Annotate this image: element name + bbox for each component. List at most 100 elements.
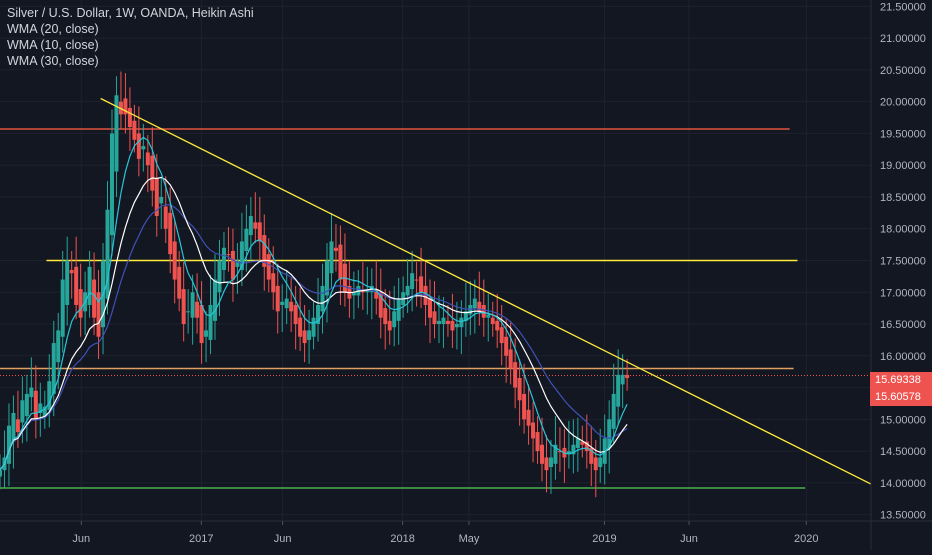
candle-body: [607, 419, 612, 448]
candle-body: [445, 320, 450, 325]
price-axis[interactable]: 21.50000 21.00000 20.50000 20.00000 19.50000…: [880, 1, 926, 521]
candle-body: [266, 254, 271, 280]
candle-body: [522, 393, 527, 420]
candle-body: [213, 279, 218, 321]
candle-body: [163, 206, 168, 229]
candle-body: [24, 393, 29, 417]
candle-body: [351, 292, 356, 296]
time-tick-label: May: [459, 533, 480, 545]
candle-body: [374, 289, 379, 299]
candle-body: [15, 419, 20, 433]
time-tick-label: 2018: [390, 533, 414, 545]
candle-body: [235, 260, 240, 267]
candle-body: [463, 311, 468, 321]
candle-body: [257, 222, 262, 242]
candle-body: [154, 177, 159, 217]
candle-body: [320, 285, 325, 312]
candle-body: [244, 228, 249, 251]
candle-body: [557, 451, 562, 453]
symbol-title[interactable]: Silver / U.S. Dollar, 1W, OANDA, Heikin …: [7, 6, 254, 20]
horizontal-levels: [0, 128, 871, 489]
time-tick-label: Jun: [274, 533, 292, 545]
candle-body: [392, 311, 397, 328]
candle-body: [575, 438, 580, 448]
wma20-line[interactable]: [0, 176, 628, 471]
candle-body: [540, 444, 545, 464]
candle-body: [78, 289, 83, 318]
candle-body: [611, 393, 616, 429]
time-tick-label: 2017: [189, 533, 213, 545]
candle-body: [221, 247, 226, 271]
candle-body: [150, 155, 155, 191]
candle-body: [553, 444, 558, 464]
price-tick-label: 15.00000: [880, 414, 926, 426]
candle-body: [109, 133, 114, 236]
candle-body: [20, 400, 25, 423]
candle-body: [253, 222, 258, 229]
candle-body: [571, 444, 576, 455]
candle-body: [620, 374, 625, 385]
candle-body: [69, 270, 74, 274]
candle-body: [172, 241, 177, 280]
candle-body: [544, 457, 549, 471]
candle-body: [329, 241, 334, 274]
wma30-legend[interactable]: WMA (30, close): [7, 54, 99, 68]
candle-body: [625, 374, 630, 379]
wma10-line[interactable]: [0, 136, 628, 471]
time-tick-label: Jun: [72, 533, 90, 545]
candle-body: [311, 317, 316, 337]
price-tick-label: 14.50000: [880, 446, 926, 458]
candle-body: [280, 301, 285, 305]
candle-body: [316, 304, 321, 325]
candle-body: [481, 304, 486, 318]
candle-body: [284, 298, 289, 309]
price-tick-label: 14.00000: [880, 478, 926, 490]
candle-body: [580, 441, 585, 445]
candle-body: [168, 212, 173, 255]
wma20-legend[interactable]: WMA (20, close): [7, 22, 99, 36]
candle-body: [584, 441, 589, 452]
candle-body: [114, 95, 119, 172]
candle-body: [38, 403, 43, 413]
price-tick-label: 17.00000: [880, 287, 926, 299]
candle-body: [414, 279, 419, 281]
candle-body: [199, 304, 204, 344]
candle-body: [74, 266, 79, 305]
price-tick-label: 13.50000: [880, 510, 926, 522]
candle-body: [6, 425, 11, 464]
candle-body: [181, 289, 186, 325]
price-tick-label: 19.00000: [880, 160, 926, 172]
wma30-line[interactable]: [0, 203, 628, 471]
candle-body: [11, 412, 16, 442]
candle-body: [419, 276, 424, 293]
candle-body: [204, 330, 209, 337]
candle-body: [405, 285, 410, 296]
time-axis[interactable]: Jun 2017 Jun 2018 May 2019 Jun 2020: [72, 521, 819, 545]
candle-body: [87, 266, 92, 305]
candle-body: [383, 308, 388, 325]
descending-trend-line[interactable]: [100, 97, 872, 485]
wma10-legend[interactable]: WMA (10, close): [7, 38, 99, 52]
last-price-badge: 15.69338: [870, 372, 932, 389]
candle-body: [495, 320, 500, 331]
candle-body: [230, 250, 235, 280]
candle-body: [275, 285, 280, 312]
candle-body: [217, 260, 222, 293]
price-tick-label: 17.50000: [880, 256, 926, 268]
candle-body: [92, 279, 97, 318]
candle-body: [289, 301, 294, 312]
candle-body: [29, 387, 34, 398]
candle-body: [208, 304, 213, 340]
price-tick-label: 20.50000: [880, 65, 926, 77]
candle-body: [127, 108, 132, 128]
price-tick-label: 21.00000: [880, 33, 926, 45]
candle-body: [56, 330, 61, 363]
candle-body: [468, 304, 473, 315]
candle-body: [387, 320, 392, 331]
candle-body: [454, 324, 459, 328]
candle-body: [526, 409, 531, 426]
candle-body: [450, 320, 455, 331]
